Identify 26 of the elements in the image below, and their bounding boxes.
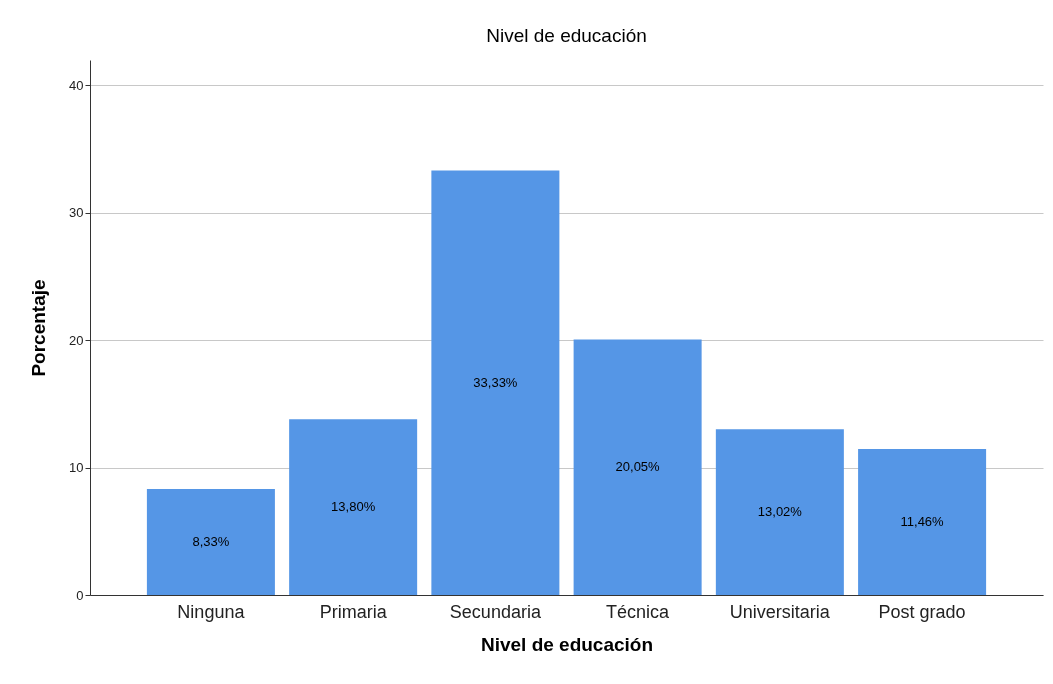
x-tick-label: Universitaria xyxy=(729,601,831,622)
y-tick-label: 40 xyxy=(69,77,84,93)
x-tick-label: Primaria xyxy=(319,601,388,622)
bar xyxy=(289,419,418,595)
bar xyxy=(573,339,702,595)
y-tick-label: 20 xyxy=(69,332,84,348)
data-label: 13,02% xyxy=(757,504,803,520)
bar xyxy=(858,449,987,595)
data-label: 33,33% xyxy=(473,374,518,390)
y-tick-label: 0 xyxy=(76,587,84,603)
data-label: 20,05% xyxy=(615,459,661,475)
x-tick-label: Ninguna xyxy=(177,601,246,622)
x-tick-label: Post grado xyxy=(878,601,966,622)
y-tick-label: 10 xyxy=(69,460,84,476)
x-tick-label: Secundaria xyxy=(449,601,542,622)
chart-title: Nivel de educación xyxy=(486,25,647,46)
bar xyxy=(146,488,275,595)
data-label: 13,80% xyxy=(331,499,376,515)
bar xyxy=(431,170,560,595)
y-tick-label: 30 xyxy=(69,205,84,221)
data-label: 8,33% xyxy=(192,533,230,549)
x-tick-label: Técnica xyxy=(606,601,671,622)
x-axis-title: Nivel de educación xyxy=(480,633,654,655)
data-label: 11,46% xyxy=(900,514,945,530)
y-axis-title: Porcentaje xyxy=(28,279,50,377)
bar xyxy=(715,429,844,595)
